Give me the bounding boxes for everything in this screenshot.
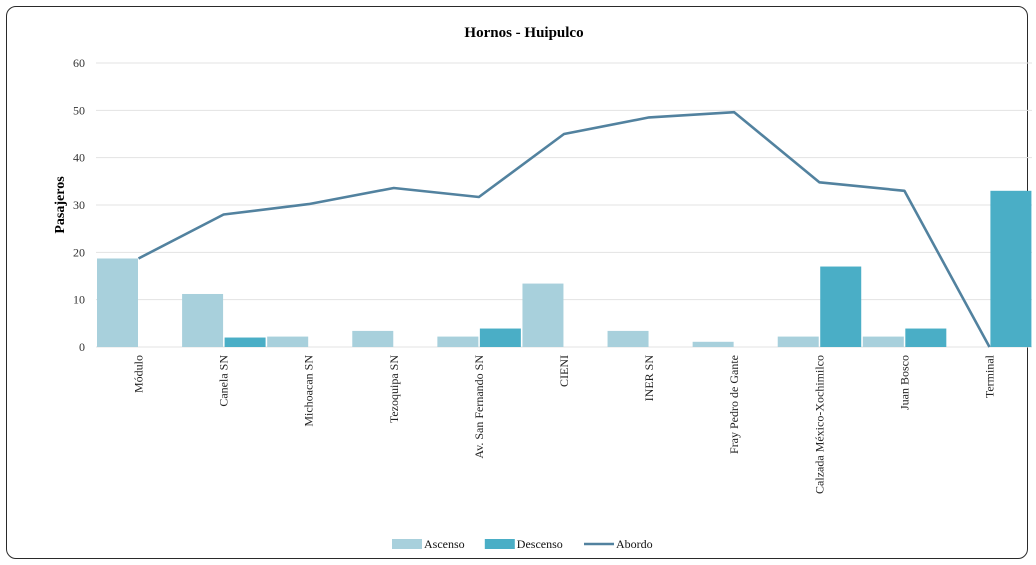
descenso-bar	[820, 266, 862, 347]
ascenso-legend-swatch	[392, 539, 422, 549]
ascenso-bar	[97, 258, 138, 347]
y-tick-label: 0	[79, 340, 85, 354]
y-axis-ticks: 0 10 20 30 40 50 60	[73, 56, 85, 354]
x-category-label: Av. San Fernando SN	[472, 355, 486, 459]
ascenso-bar	[607, 330, 649, 347]
y-tick-label: 40	[73, 151, 85, 165]
ascenso-bar	[862, 336, 904, 347]
x-category-label: Calzada México-Xochimilco	[812, 355, 826, 494]
x-category-label: Tezoquipa SN	[387, 355, 401, 423]
abordo-legend-label: Abordo	[616, 537, 653, 551]
x-category-label: Michoacan SN	[302, 355, 316, 427]
x-category-label: INER SN	[642, 355, 656, 402]
x-category-label: Fray Pedro de Gante	[727, 355, 741, 454]
ascenso-bar	[267, 336, 309, 347]
ascenso-legend-label: Ascenso	[424, 537, 465, 551]
ascenso-bar	[522, 283, 564, 347]
descenso-bar	[224, 337, 266, 347]
x-category-label: Juan Bosco	[897, 355, 911, 410]
descenso-bar	[479, 328, 521, 347]
x-category-label: CIENI	[557, 355, 571, 387]
ascenso-bar	[692, 341, 734, 347]
x-axis-categories: Módulo Canela SN Michoacan SN Tezoquipa SN A…	[132, 354, 997, 494]
abordo-line	[137, 110, 991, 348]
y-tick-label: 50	[73, 103, 85, 117]
y-tick-label: 10	[73, 293, 85, 307]
y-axis-label: Pasajeros	[53, 176, 68, 234]
x-category-label: Módulo	[132, 355, 146, 393]
gridlines	[96, 62, 1032, 348]
ascenso-bar	[352, 330, 394, 347]
x-category-label: Terminal	[983, 354, 997, 398]
abordo-line-group	[137, 110, 991, 348]
descenso-legend-label: Descenso	[517, 537, 563, 551]
descenso-bar	[990, 190, 1032, 347]
ascenso-bar	[182, 293, 224, 347]
ascenso-bar	[437, 336, 479, 347]
y-tick-label: 20	[73, 245, 85, 259]
descenso-bar	[905, 328, 947, 347]
descenso-legend-swatch	[484, 539, 515, 549]
chart-title: Hornos - Huipulco	[464, 25, 583, 41]
legend: Ascenso Descenso Abordo	[392, 537, 653, 551]
y-tick-label: 60	[73, 56, 85, 70]
bars	[97, 190, 1032, 347]
x-category-label: Canela SN	[217, 355, 231, 407]
ascenso-bar	[777, 336, 819, 347]
y-tick-label: 30	[73, 198, 85, 212]
